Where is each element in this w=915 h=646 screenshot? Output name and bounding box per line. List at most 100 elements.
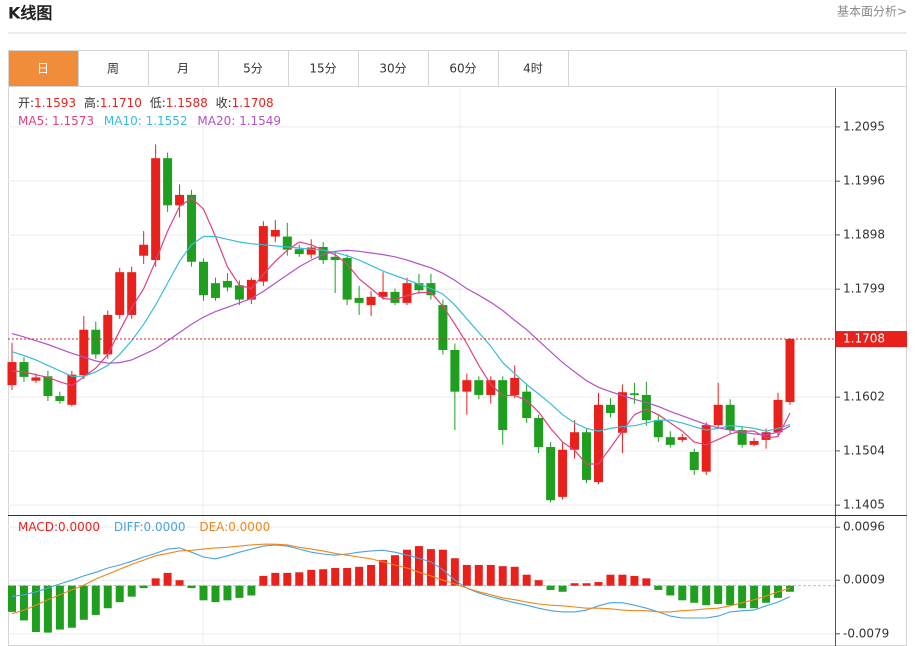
- macd-bar: [163, 572, 172, 586]
- macd-bar: [486, 564, 495, 586]
- candle-body: [270, 229, 280, 237]
- candle-body: [629, 393, 639, 395]
- macd-bar: [55, 585, 64, 630]
- macd-bar: [67, 585, 76, 628]
- tab-label[interactable]: 月: [177, 62, 189, 76]
- candle-body: [546, 447, 556, 501]
- macd-bar: [510, 566, 519, 586]
- candle-body: [641, 394, 651, 421]
- macd-bar: [259, 575, 268, 586]
- chart-frame: [8, 50, 907, 646]
- macd-bar: [391, 555, 400, 586]
- macd-bar: [223, 585, 232, 601]
- macd-bar: [414, 546, 423, 586]
- tab[interactable]: [358, 50, 429, 87]
- info-value: 1.1588: [166, 96, 208, 110]
- tab[interactable]: [8, 50, 79, 87]
- last-price-box: [836, 331, 907, 348]
- macd-bar: [546, 585, 555, 590]
- macd-bar: [127, 585, 136, 597]
- macd-bar: [450, 558, 459, 586]
- macd-bar: [702, 585, 711, 606]
- candle-body: [79, 329, 89, 376]
- y-tick-label: 0.0096: [843, 520, 885, 534]
- candle-body: [689, 451, 699, 471]
- y-tick-label: 1.1799: [843, 282, 885, 296]
- info-value: 1.1593: [34, 96, 76, 110]
- macd-bar: [43, 585, 52, 633]
- candle-body: [378, 291, 388, 297]
- last-price-label: 1.1708: [843, 332, 885, 346]
- macd-bar: [642, 578, 651, 586]
- fundamental-link[interactable]: 基本面分析>: [837, 5, 907, 19]
- candle-body: [151, 158, 161, 261]
- tab[interactable]: [428, 50, 499, 87]
- tab[interactable]: [78, 50, 149, 87]
- candle-body: [246, 279, 256, 300]
- tab[interactable]: [148, 50, 219, 87]
- candle-body: [282, 236, 292, 250]
- candle-body: [462, 380, 472, 392]
- candle-body: [91, 329, 101, 355]
- info-label: 开:: [18, 96, 34, 110]
- macd-bar: [678, 585, 687, 601]
- candle-body: [701, 425, 711, 472]
- plot: [7, 126, 835, 635]
- macd-bar: [666, 585, 675, 596]
- macd-bar: [367, 564, 376, 586]
- dea-line: [11, 543, 791, 615]
- candle-body: [103, 314, 113, 355]
- candle-body: [402, 283, 412, 303]
- macd-bar: [738, 585, 747, 609]
- candle-body: [761, 432, 771, 440]
- tab[interactable]: [218, 50, 289, 87]
- candle-body: [677, 437, 687, 440]
- macd-bar: [31, 585, 40, 632]
- tab-label[interactable]: 5分: [243, 62, 263, 76]
- tab-label[interactable]: 60分: [449, 62, 476, 76]
- info-label: 低:: [150, 96, 166, 110]
- candle-body: [737, 430, 747, 445]
- macd-bar: [438, 549, 447, 586]
- candle-body: [210, 283, 220, 298]
- candle-body: [354, 297, 364, 303]
- tab-label[interactable]: 30分: [379, 62, 406, 76]
- candle-body: [115, 272, 125, 315]
- tab-label[interactable]: 周: [107, 62, 119, 76]
- macd-bar: [19, 585, 28, 621]
- info-value: 1.1710: [100, 96, 142, 110]
- candle-body: [258, 226, 268, 282]
- ma-legend: MA5: 1.1573 MA10: 1.1552 MA20: 1.1549: [18, 114, 281, 128]
- candle-body: [617, 392, 627, 433]
- macd-bar: [8, 585, 16, 612]
- candle-body: [318, 246, 328, 261]
- candle-body: [785, 339, 795, 403]
- candle-body: [390, 291, 400, 303]
- macd-bar: [343, 568, 352, 586]
- macd-bar: [726, 585, 735, 606]
- candle-body: [438, 305, 448, 351]
- candle-body: [139, 244, 149, 256]
- macd-bar: [714, 585, 723, 604]
- candle-body: [31, 377, 41, 381]
- candle-body: [749, 441, 759, 445]
- legend-entry: MA5: 1.1573: [18, 114, 94, 128]
- y-tick-label: -0.0079: [843, 626, 889, 640]
- macd-bar: [103, 585, 112, 609]
- candle-body: [330, 256, 340, 261]
- candle-body: [127, 272, 137, 315]
- candle-body: [570, 432, 580, 450]
- tab-label[interactable]: 15分: [309, 62, 336, 76]
- candle-body: [474, 380, 484, 395]
- y-tick-label: 1.2095: [843, 119, 885, 133]
- tab-label[interactable]: 日: [37, 62, 49, 76]
- tab[interactable]: [498, 50, 569, 87]
- macd-bar: [331, 568, 340, 586]
- macd-bar: [618, 574, 627, 586]
- macd-bar: [379, 560, 388, 586]
- macd-bar: [187, 585, 196, 589]
- candle-body: [522, 391, 532, 418]
- macd-bar: [462, 564, 471, 586]
- tab-label[interactable]: 4时: [523, 62, 543, 76]
- candle-body: [450, 350, 460, 392]
